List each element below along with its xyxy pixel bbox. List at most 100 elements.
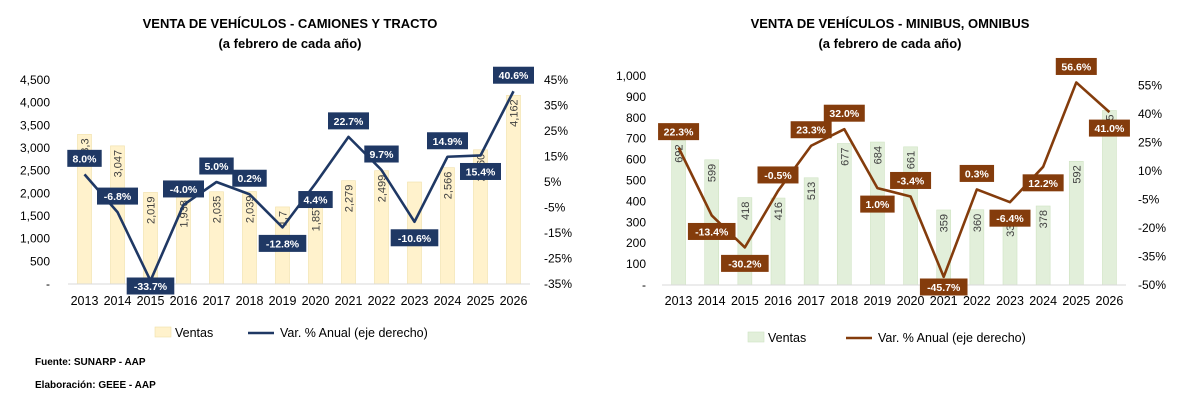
x-tick-label: 2018	[236, 294, 264, 308]
y-left-tick-label: 1,000	[20, 232, 50, 246]
line-label: 41.0%	[1088, 119, 1130, 137]
line-label-text: 22.3%	[664, 127, 694, 139]
x-tick-label: 2024	[434, 294, 462, 308]
line-label-text: -30.2%	[728, 258, 762, 270]
line-label: -45.7%	[919, 278, 968, 296]
line-label: -10.6%	[390, 229, 439, 247]
y-right-tick-label: -5%	[544, 201, 566, 215]
chart-subtitle: (a febrero de cada año)	[218, 36, 361, 51]
line-series	[677, 81, 1111, 279]
x-tick-label: 2019	[269, 294, 297, 308]
bar-value-label: 661	[906, 151, 918, 169]
line-label-box	[493, 66, 534, 84]
line-label-text: 15.4%	[466, 166, 496, 178]
y-left-tick-label: 900	[626, 90, 646, 104]
bar-value-label: 360	[972, 214, 984, 232]
line-label: 23.3%	[790, 121, 832, 139]
x-tick-label: 2023	[996, 294, 1024, 308]
y-left-tick-label: 500	[626, 174, 646, 188]
line-label-text: 14.9%	[433, 136, 463, 148]
bar-value-label: 592	[1071, 165, 1083, 183]
y-right-tick-label: -15%	[544, 226, 572, 240]
line-label: 1.0%	[860, 195, 895, 213]
bar-value-label: 1,857	[311, 204, 323, 232]
y-right-tick-label: 10%	[1138, 164, 1162, 178]
x-tick-label: 2026	[1096, 294, 1124, 308]
line-label: 4.4%	[298, 191, 333, 209]
line-label-box	[258, 234, 307, 252]
y-right-tick-label: 35%	[544, 99, 568, 113]
legend-label-bar: Ventas	[175, 326, 213, 340]
x-tick-label: 2025	[1062, 294, 1090, 308]
y-right-tick-label: 15%	[544, 150, 568, 164]
line-label-text: 32.0%	[829, 108, 859, 120]
bar-value-label: 599	[707, 164, 719, 182]
x-tick-label: 2024	[1029, 294, 1057, 308]
line-label-box	[989, 209, 1031, 227]
bar-value-label: 4,162	[509, 99, 521, 127]
x-tick-label: 2014	[698, 294, 726, 308]
line-label-text: 4.4%	[304, 195, 329, 207]
y-right-tick-label: -35%	[1138, 250, 1166, 264]
y-left-tick-label: 1,000	[616, 69, 646, 83]
line-label-box	[460, 162, 501, 180]
y-left-tick-label: 700	[626, 132, 646, 146]
line-label-text: -12.8%	[266, 238, 300, 250]
y-left-tick-label: 2,500	[20, 164, 50, 178]
bar-value-label: 2,039	[245, 196, 257, 224]
line-label-box	[890, 171, 932, 189]
line-label-box	[1088, 119, 1130, 137]
chart-minibus-omnibus: VENTA DE VEHÍCULOS - MINIBUS, OMNIBUS (a …	[616, 16, 1166, 345]
y-right-tick-label: -5%	[1138, 193, 1160, 207]
line-label-text: 0.3%	[965, 168, 990, 180]
line-label-text: -6.8%	[104, 191, 132, 203]
x-tick-label: 2013	[665, 294, 693, 308]
line-label: 15.4%	[460, 162, 501, 180]
line-label-text: 0.2%	[238, 173, 263, 185]
line-label: -6.4%	[989, 209, 1031, 227]
line-label-text: -13.4%	[695, 226, 729, 238]
x-tick-label: 2022	[368, 294, 396, 308]
y-left-tick-label: 300	[626, 215, 646, 229]
legend-label-bar: Ventas	[768, 331, 806, 345]
bar-value-label: 2,499	[377, 175, 389, 203]
line-label-text: 8.0%	[73, 153, 98, 165]
line-label-text: 12.2%	[1028, 178, 1058, 190]
line-label-box	[163, 180, 204, 198]
x-tick-label: 2017	[797, 294, 825, 308]
line-label: 0.3%	[959, 164, 995, 182]
x-tick-label: 2021	[930, 294, 958, 308]
line-label: 22.3%	[658, 123, 700, 141]
legend-swatch-bar	[154, 326, 172, 338]
y-left-tick-label: 3,000	[20, 141, 50, 155]
line-label: 14.9%	[427, 132, 468, 150]
line-label-box	[757, 166, 799, 184]
y-left-tick-label: 100	[626, 257, 646, 271]
line-label-text: 5.0%	[205, 161, 230, 173]
x-tick-label: 2014	[104, 294, 132, 308]
x-tick-label: 2015	[731, 294, 759, 308]
line-label-box	[721, 254, 769, 272]
bar-value-label: 416	[773, 202, 785, 220]
y-right-tick-label: 5%	[544, 175, 562, 189]
bar-value-label: 677	[839, 148, 851, 166]
x-tick-label: 2018	[830, 294, 858, 308]
line-label-text: -33.7%	[134, 281, 168, 293]
line-label-box	[823, 104, 865, 122]
y-right-tick-label: 25%	[1138, 136, 1162, 150]
line-label: -6.8%	[97, 187, 138, 205]
bar-value-label: 2,035	[212, 196, 224, 224]
line-label-text: 1.0%	[865, 199, 890, 211]
x-tick-label: 2013	[71, 294, 99, 308]
line-label-box	[232, 169, 267, 187]
line-label: 40.6%	[493, 66, 534, 84]
line-label: 9.7%	[364, 145, 399, 163]
x-tick-label: 2020	[302, 294, 330, 308]
line-label-box	[1055, 57, 1097, 75]
line-label-text: 23.3%	[796, 125, 826, 137]
line-label-text: 9.7%	[370, 149, 395, 161]
y-left-tick-label: 400	[626, 194, 646, 208]
legend-swatch-bar	[747, 331, 765, 343]
y-right-tick-label: -50%	[1138, 278, 1166, 292]
source-note: Fuente: SUNARP - AAP	[35, 357, 146, 368]
